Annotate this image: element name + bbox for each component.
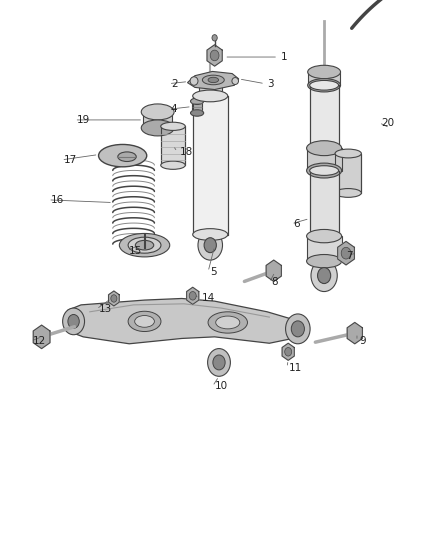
Text: 12: 12 [33,336,46,346]
Ellipse shape [199,91,222,101]
Ellipse shape [310,166,339,175]
Ellipse shape [202,75,224,85]
Bar [307,148,342,171]
Ellipse shape [161,122,185,131]
Ellipse shape [307,78,341,92]
Ellipse shape [99,144,147,167]
Circle shape [111,295,117,302]
Ellipse shape [232,78,238,85]
Text: 18: 18 [180,147,193,157]
Ellipse shape [307,163,342,178]
Ellipse shape [141,104,174,120]
Ellipse shape [216,316,240,329]
Ellipse shape [310,232,339,242]
Polygon shape [207,45,222,66]
Text: 5: 5 [210,267,217,277]
Text: 11: 11 [289,363,302,373]
Bar [307,236,342,261]
Circle shape [210,50,219,61]
Text: 8: 8 [272,278,278,287]
Circle shape [291,321,304,337]
Polygon shape [282,343,294,360]
Circle shape [198,230,223,260]
Ellipse shape [208,77,219,83]
Text: 15: 15 [129,246,142,255]
Text: 1: 1 [280,52,287,62]
Ellipse shape [193,229,228,240]
Polygon shape [64,298,307,344]
Ellipse shape [119,233,170,257]
Ellipse shape [128,311,161,332]
Ellipse shape [335,149,361,158]
Bar [143,112,172,128]
Ellipse shape [310,144,339,154]
Text: 7: 7 [346,251,353,261]
Text: 20: 20 [381,118,394,127]
Ellipse shape [135,240,154,250]
Bar [199,84,222,96]
Circle shape [212,35,217,41]
Circle shape [286,314,310,344]
Text: 14: 14 [201,294,215,303]
Circle shape [63,308,85,335]
Ellipse shape [135,316,154,327]
Text: 10: 10 [215,382,228,391]
Bar [335,154,361,193]
Text: 19: 19 [77,115,90,125]
Polygon shape [338,241,354,265]
Circle shape [68,314,79,328]
Ellipse shape [307,229,342,243]
Ellipse shape [191,98,204,104]
Ellipse shape [128,237,161,253]
Ellipse shape [307,65,341,79]
Ellipse shape [191,110,204,116]
Ellipse shape [190,77,198,85]
Ellipse shape [335,189,361,197]
Ellipse shape [118,152,136,161]
Text: 6: 6 [293,219,300,229]
Ellipse shape [161,161,185,169]
Ellipse shape [199,80,222,90]
Bar [310,85,339,149]
Text: 4: 4 [171,104,177,114]
Circle shape [341,247,351,259]
Text: 13: 13 [99,304,112,314]
Ellipse shape [208,312,247,333]
Polygon shape [347,322,362,344]
Ellipse shape [307,141,342,156]
Circle shape [311,260,337,292]
Ellipse shape [193,90,228,102]
Text: 17: 17 [64,155,77,165]
Ellipse shape [307,255,342,268]
Circle shape [189,292,196,300]
Circle shape [318,268,331,284]
Ellipse shape [310,80,339,90]
Text: 2: 2 [171,79,177,88]
Text: 3: 3 [267,79,274,88]
Text: 9: 9 [359,336,366,346]
Circle shape [208,349,230,376]
Circle shape [213,355,225,370]
Bar [310,171,339,237]
Bar [161,126,185,165]
Ellipse shape [141,120,174,136]
Text: 16: 16 [50,195,64,205]
Polygon shape [187,287,199,304]
Polygon shape [187,71,239,90]
Polygon shape [33,325,50,349]
Polygon shape [266,260,281,281]
Bar [192,101,202,113]
Bar [308,72,340,85]
Circle shape [204,238,216,253]
Circle shape [285,348,292,356]
Bar [193,96,228,235]
Polygon shape [109,291,119,306]
